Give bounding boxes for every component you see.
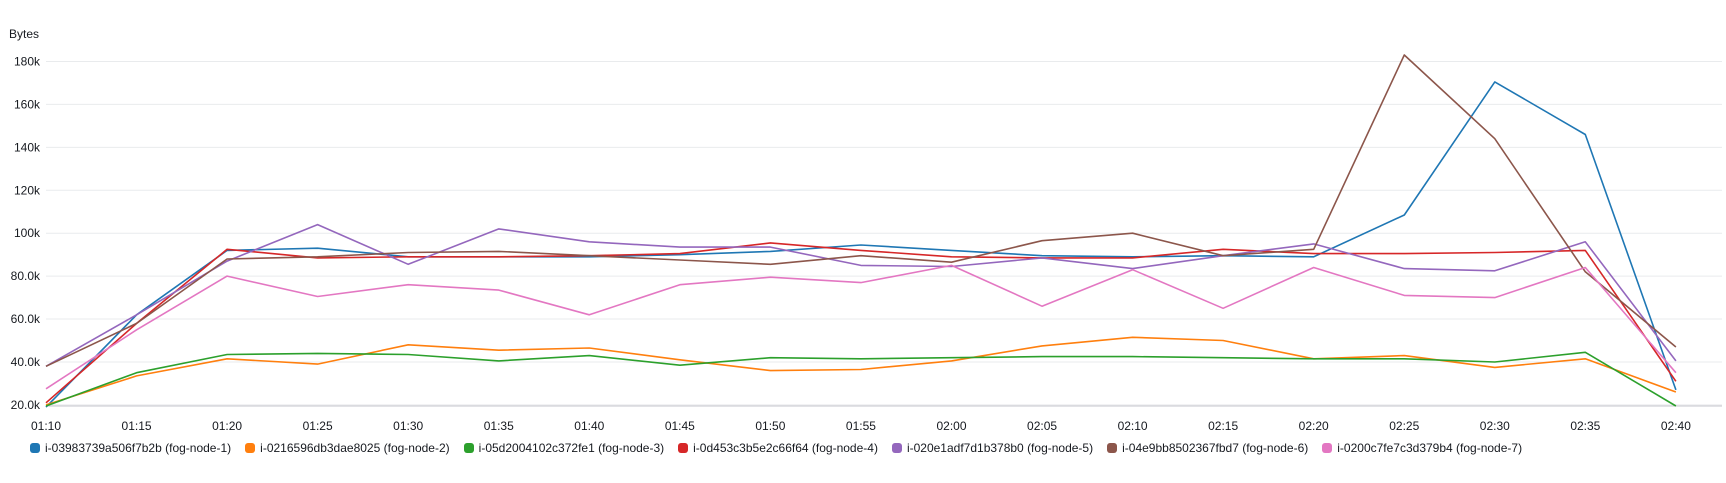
x-tick-label: 02:05 [1027,419,1057,433]
legend-swatch [678,443,689,453]
chart-legend: i-03983739a506f7b2b (fog-node-1) i-021659… [30,441,1536,455]
x-tick-label: 01:10 [31,419,61,433]
y-axis-unit-label: Bytes [9,27,39,41]
legend-label: i-05d2004102c372fe1 (fog-node-3) [478,441,665,455]
x-tick-label: 01:45 [665,419,695,433]
legend-label: i-0216596db3dae8025 (fog-node-2) [260,441,450,455]
series-line-fog-node-5[interactable] [45,223,1677,367]
legend-swatch [1107,443,1118,453]
y-tick-label: 20.0k [11,398,41,412]
x-tick-label: 01:25 [303,419,333,433]
legend-label: i-0200c7fe7c3d379b4 (fog-node-7) [1337,441,1523,455]
x-tick-label: 02:00 [936,419,966,433]
series-line-fog-node-3[interactable] [45,351,1677,407]
legend-swatch [891,443,902,453]
legend-swatch [30,443,40,453]
legend-label: i-03983739a506f7b2b (fog-node-1) [45,441,232,455]
legend-swatch [245,443,256,453]
y-tick-label: 40.0k [11,355,41,369]
legend-item-fog-node-1[interactable]: i-03983739a506f7b2b (fog-node-1) [30,441,231,455]
y-tick-label: 100k [14,226,41,240]
x-tick-label: 02:25 [1389,419,1419,433]
y-tick-label: 60.0k [11,312,41,326]
y-tick-label: 180k [14,54,41,68]
y-tick-label: 140k [14,140,41,154]
series-lines[interactable] [45,54,1677,408]
y-tick-label: 160k [14,97,41,111]
x-tick-label: 02:30 [1480,419,1510,433]
series-line-fog-node-2[interactable] [45,336,1677,406]
line-chart: Bytes 20.0k 40.0k 60.0k 80.0k 100k 120k 140k 16… [9,27,1722,433]
x-tick-label: 02:35 [1570,419,1600,433]
x-tick-label: 02:15 [1208,419,1238,433]
x-axis-ticks: 01:10 01:15 01:20 01:25 01:30 01:35 01:40 01:45… [31,419,1691,433]
x-tick-label: 02:40 [1661,419,1691,433]
legend-swatch [463,443,474,453]
x-tick-label: 02:20 [1299,419,1329,433]
y-axis-ticks: 20.0k 40.0k 60.0k 80.0k 100k 120k 140k 160k 180k [11,54,41,411]
series-line-fog-node-6[interactable] [45,54,1677,368]
legend-item-fog-node-7[interactable]: i-0200c7fe7c3d379b4 (fog-node-7) [1322,441,1522,455]
legend-item-fog-node-3[interactable]: i-05d2004102c372fe1 (fog-node-3) [463,441,665,455]
legend-label: i-04e9bb8502367fbd7 (fog-node-6) [1122,441,1309,455]
series-line-fog-node-4[interactable] [45,242,1677,404]
x-tick-label: 01:20 [212,419,242,433]
x-tick-label: 01:15 [122,419,152,433]
x-tick-label: 01:40 [574,419,604,433]
legend-item-fog-node-2[interactable]: i-0216596db3dae8025 (fog-node-2) [245,441,450,455]
legend-label: i-0d453c3b5e2c66f64 (fog-node-4) [693,441,878,455]
y-tick-label: 120k [14,183,41,197]
series-line-fog-node-1[interactable] [45,81,1677,408]
y-tick-label: 80.0k [11,269,41,283]
x-tick-label: 01:35 [484,419,514,433]
x-tick-label: 01:50 [755,419,785,433]
legend-item-fog-node-5[interactable]: i-020e1adf7d1b378b0 (fog-node-5) [891,441,1094,455]
x-tick-label: 02:10 [1118,419,1148,433]
legend-item-fog-node-4[interactable]: i-0d453c3b5e2c66f64 (fog-node-4) [678,441,878,455]
legend-swatch [1322,443,1333,453]
legend-item-fog-node-6[interactable]: i-04e9bb8502367fbd7 (fog-node-6) [1107,441,1308,455]
x-tick-label: 01:55 [846,419,876,433]
legend-label: i-020e1adf7d1b378b0 (fog-node-5) [906,441,1094,455]
x-tick-label: 01:30 [393,419,423,433]
series-line-fog-node-7[interactable] [45,264,1677,390]
